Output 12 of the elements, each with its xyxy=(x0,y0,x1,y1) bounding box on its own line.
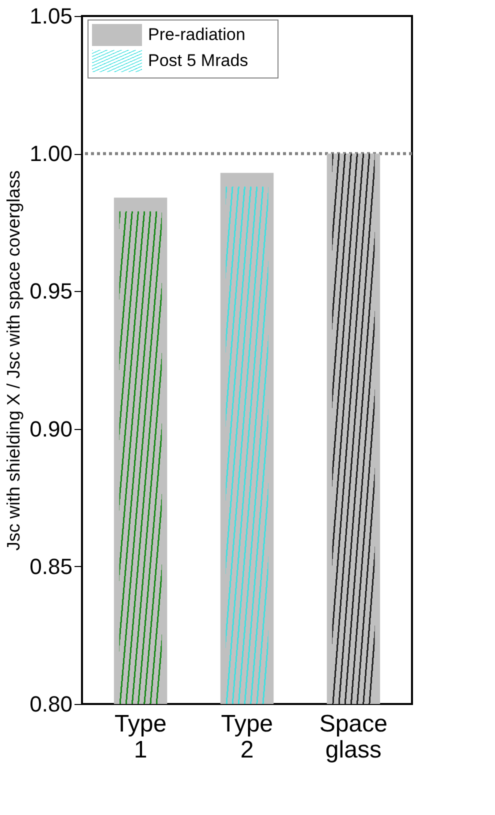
x-tick-label: Type 2 xyxy=(220,710,274,764)
y-tick-label: 0.85 xyxy=(30,554,72,579)
y-axis-title: Jsc with shielding X / Jsc with space coverglass xyxy=(4,170,24,551)
y-tick-label: 0.90 xyxy=(30,416,72,442)
x-tick-label: Type 1 xyxy=(114,710,167,764)
y-tick-label: 0.80 xyxy=(30,692,72,716)
y-tick-label: 1.00 xyxy=(30,141,72,166)
y-tick-label: 0.95 xyxy=(30,278,72,304)
legend-label: Pre-radiation xyxy=(148,25,246,44)
legend-label: Post 5 Mrads xyxy=(148,51,248,70)
x-tick-label: Space glass xyxy=(319,710,388,764)
y-tick-label: 1.05 xyxy=(30,4,72,28)
